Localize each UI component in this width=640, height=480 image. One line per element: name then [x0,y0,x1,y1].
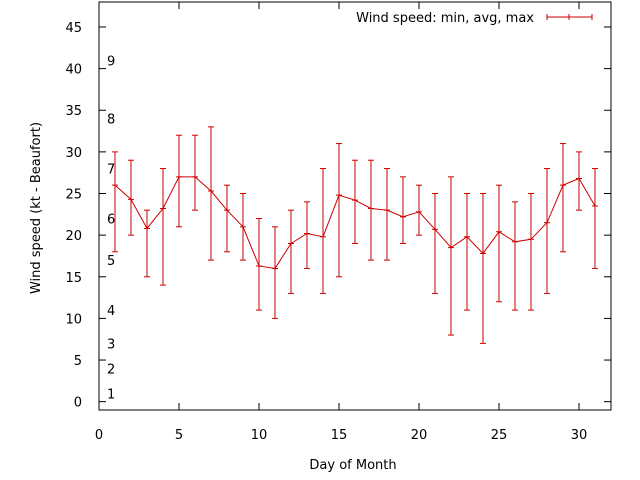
x-tick-label: 25 [491,428,508,443]
beaufort-label: 3 [107,337,115,352]
x-tick-label: 0 [95,428,103,443]
data-point [496,228,502,235]
y-tick-label: 15 [65,271,82,286]
x-tick-label: 5 [175,428,183,443]
x-tick-label: 10 [251,428,268,443]
beaufort-label: 2 [107,362,115,377]
data-point [176,173,182,180]
legend: Wind speed: min, avg, max [356,11,593,26]
beaufort-label: 9 [107,54,115,69]
beaufort-label: 1 [107,387,115,402]
x-tick-label: 30 [571,428,588,443]
data-point [400,213,406,220]
data-point [560,182,566,189]
data-point [448,244,454,251]
x-tick-label: 20 [411,428,428,443]
y-tick-label: 5 [74,354,82,369]
y-tick-label: 30 [65,146,82,161]
data-point [480,250,486,257]
beaufort-label: 8 [107,113,115,128]
data-point [320,233,326,240]
plot-frame [98,1,612,411]
data-point [576,175,582,182]
beaufort-scale: 1 2 3 4 5 6 7 8 9 [107,54,115,402]
y-tick-label: 10 [65,312,82,327]
beaufort-label: 6 [107,212,115,227]
data-point [336,192,342,199]
y-tick-label: 0 [74,396,82,411]
series-wind-speed [112,173,598,272]
data-point [272,265,278,272]
y-tick-label: 45 [65,21,82,36]
error-bars [112,126,598,344]
data-point [528,236,534,243]
beaufort-label: 7 [107,163,115,178]
data-point [592,203,598,209]
data-point [288,240,294,247]
data-point [128,196,134,203]
y-tick-label: 40 [65,63,82,78]
x-axis-label: Day of Month [309,458,396,473]
x-tick-label: 15 [331,428,348,443]
y-tick-label: 35 [65,104,82,119]
data-point [512,238,518,245]
y-tick-label: 20 [65,229,82,244]
data-point [304,230,310,237]
data-point [192,173,198,180]
data-point [208,188,214,195]
y-axis-label: Wind speed (kt - Beaufort) [29,122,44,294]
beaufort-label: 4 [107,304,115,319]
data-point [352,197,358,204]
data-point [240,223,246,230]
data-point [112,182,118,189]
data-point [384,207,390,214]
data-point [160,205,166,212]
data-point [432,226,438,233]
beaufort-label: 5 [107,254,115,269]
legend-label: Wind speed: min, avg, max [356,11,534,26]
data-point [416,208,422,215]
data-point [224,207,230,214]
legend-marker [566,14,572,20]
data-point [144,225,150,232]
data-point [368,205,374,212]
data-point [544,219,550,226]
data-point [464,233,470,240]
y-tick-label: 25 [65,188,82,203]
data-point [256,262,262,269]
